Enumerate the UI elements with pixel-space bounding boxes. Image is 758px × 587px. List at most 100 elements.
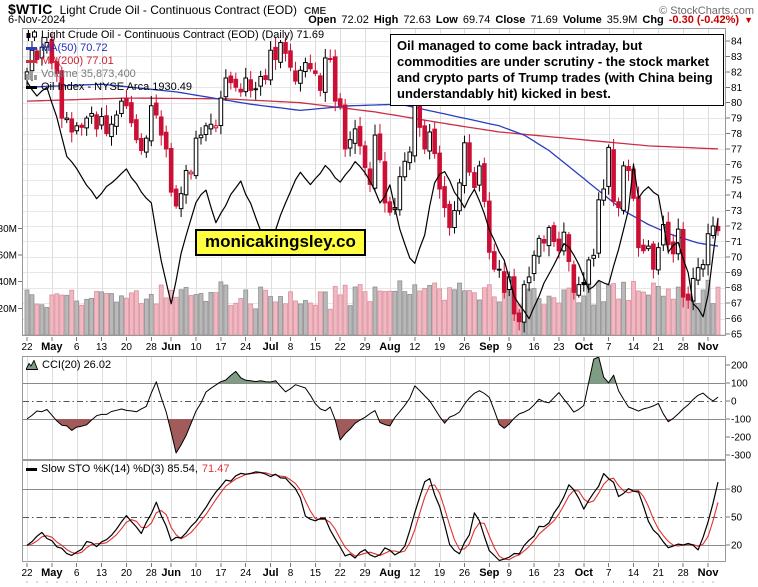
svg-text:20: 20 [121,342,133,353]
candle-body [288,50,293,68]
volume-bar [133,290,139,336]
volume-bar [611,283,617,336]
volume-bar [486,284,492,336]
panel-borders [22,28,726,562]
volume-bar [233,302,239,336]
candle-body [233,78,239,88]
volume-bar [596,281,602,336]
svg-text:-200: -200 [731,433,751,444]
volume-bar [561,289,567,336]
volume-bar [491,296,497,336]
svg-text:81: 81 [731,83,743,94]
candle-body [656,247,661,271]
svg-text:72: 72 [731,222,743,233]
svg-text:76: 76 [731,160,743,171]
volume-bar [397,280,403,336]
svg-text:80: 80 [731,98,743,109]
oil-index [26,81,719,320]
candle-body [268,49,273,81]
svg-text:24: 24 [240,342,252,353]
candle-body [372,134,378,189]
volume-bar [268,296,273,336]
candle-body [367,168,373,185]
stockcharts-credit: © StockCharts.com [659,5,754,17]
volume-bar [392,290,398,336]
candle-body [322,57,328,93]
svg-text:22: 22 [21,568,33,579]
candle-body [467,142,472,173]
candle-body [129,102,134,124]
candle-body [124,97,129,107]
candle-body [313,70,318,74]
volume-bar [412,284,418,336]
svg-text:Jun: Jun [161,567,181,579]
volume-bar [641,291,646,336]
candle-body [685,293,691,301]
volume-bar [616,298,621,336]
axis-labels: 8483828180797877767574737271706968676665… [0,37,751,552]
candle-body [114,114,119,127]
volume-bar [243,289,249,336]
candle-body [556,238,562,252]
svg-text:28: 28 [146,342,158,353]
candle-body [357,126,363,147]
svg-text:28: 28 [678,342,690,353]
volume-bar [576,302,582,336]
candle-body [541,239,547,244]
candle-body [84,117,89,129]
svg-text:22: 22 [21,342,33,353]
volume-bar [74,300,80,336]
candle-body [263,75,268,81]
candle-body [561,231,567,252]
ohlc-quote-bar: Open 72.02 High 72.63 Low 69.74 Close 71… [308,14,753,26]
svg-text:-300: -300 [731,451,751,462]
volume-bar [312,304,318,336]
volume-bar [34,303,40,336]
volume-bar [258,286,264,336]
volume-bar [253,308,259,336]
svg-text:65: 65 [731,329,743,340]
volume-bar [44,307,50,336]
candle-body [238,88,244,93]
panel-border [22,460,726,562]
volume-bar [536,298,542,336]
volume-bar [288,291,293,336]
volume-bar [114,301,119,336]
candle-body [477,165,482,186]
candle-body [516,312,522,323]
svg-text:Jun: Jun [161,341,181,353]
candle-body [626,166,631,172]
candle-body [223,77,229,98]
candle-body [596,199,601,254]
cci-line [26,356,719,454]
volume-bar [203,300,209,336]
volume-bar [183,287,189,336]
svg-text:Sep: Sep [479,341,499,353]
candle-body [705,233,711,266]
candle-body [119,100,124,115]
volume-bar [337,294,343,336]
svg-text:29: 29 [359,342,371,353]
svg-text:7: 7 [606,568,612,579]
candle-body [675,228,681,255]
svg-text:78: 78 [731,129,743,140]
cci-oversold-fill [441,419,448,424]
svg-text:16: 16 [529,342,541,353]
volume-bar [347,305,353,336]
chart-date: 6-Nov-2024 [8,14,66,26]
svg-text:Oct: Oct [575,567,594,579]
volume-bar [352,286,358,336]
candle-body [581,281,587,286]
volume-bar [467,290,472,336]
volume-bar [476,299,482,336]
candle-body [482,163,487,202]
ticker-symbol: $WTIC [8,1,53,17]
volume-bar [89,297,95,336]
candle-body [452,210,457,229]
volume-bar [128,292,134,336]
cci-overbought-fill [218,371,278,383]
candle-body [407,151,413,164]
svg-text:8: 8 [288,568,294,579]
svg-text:21: 21 [653,342,665,353]
volume-bar [636,290,641,336]
